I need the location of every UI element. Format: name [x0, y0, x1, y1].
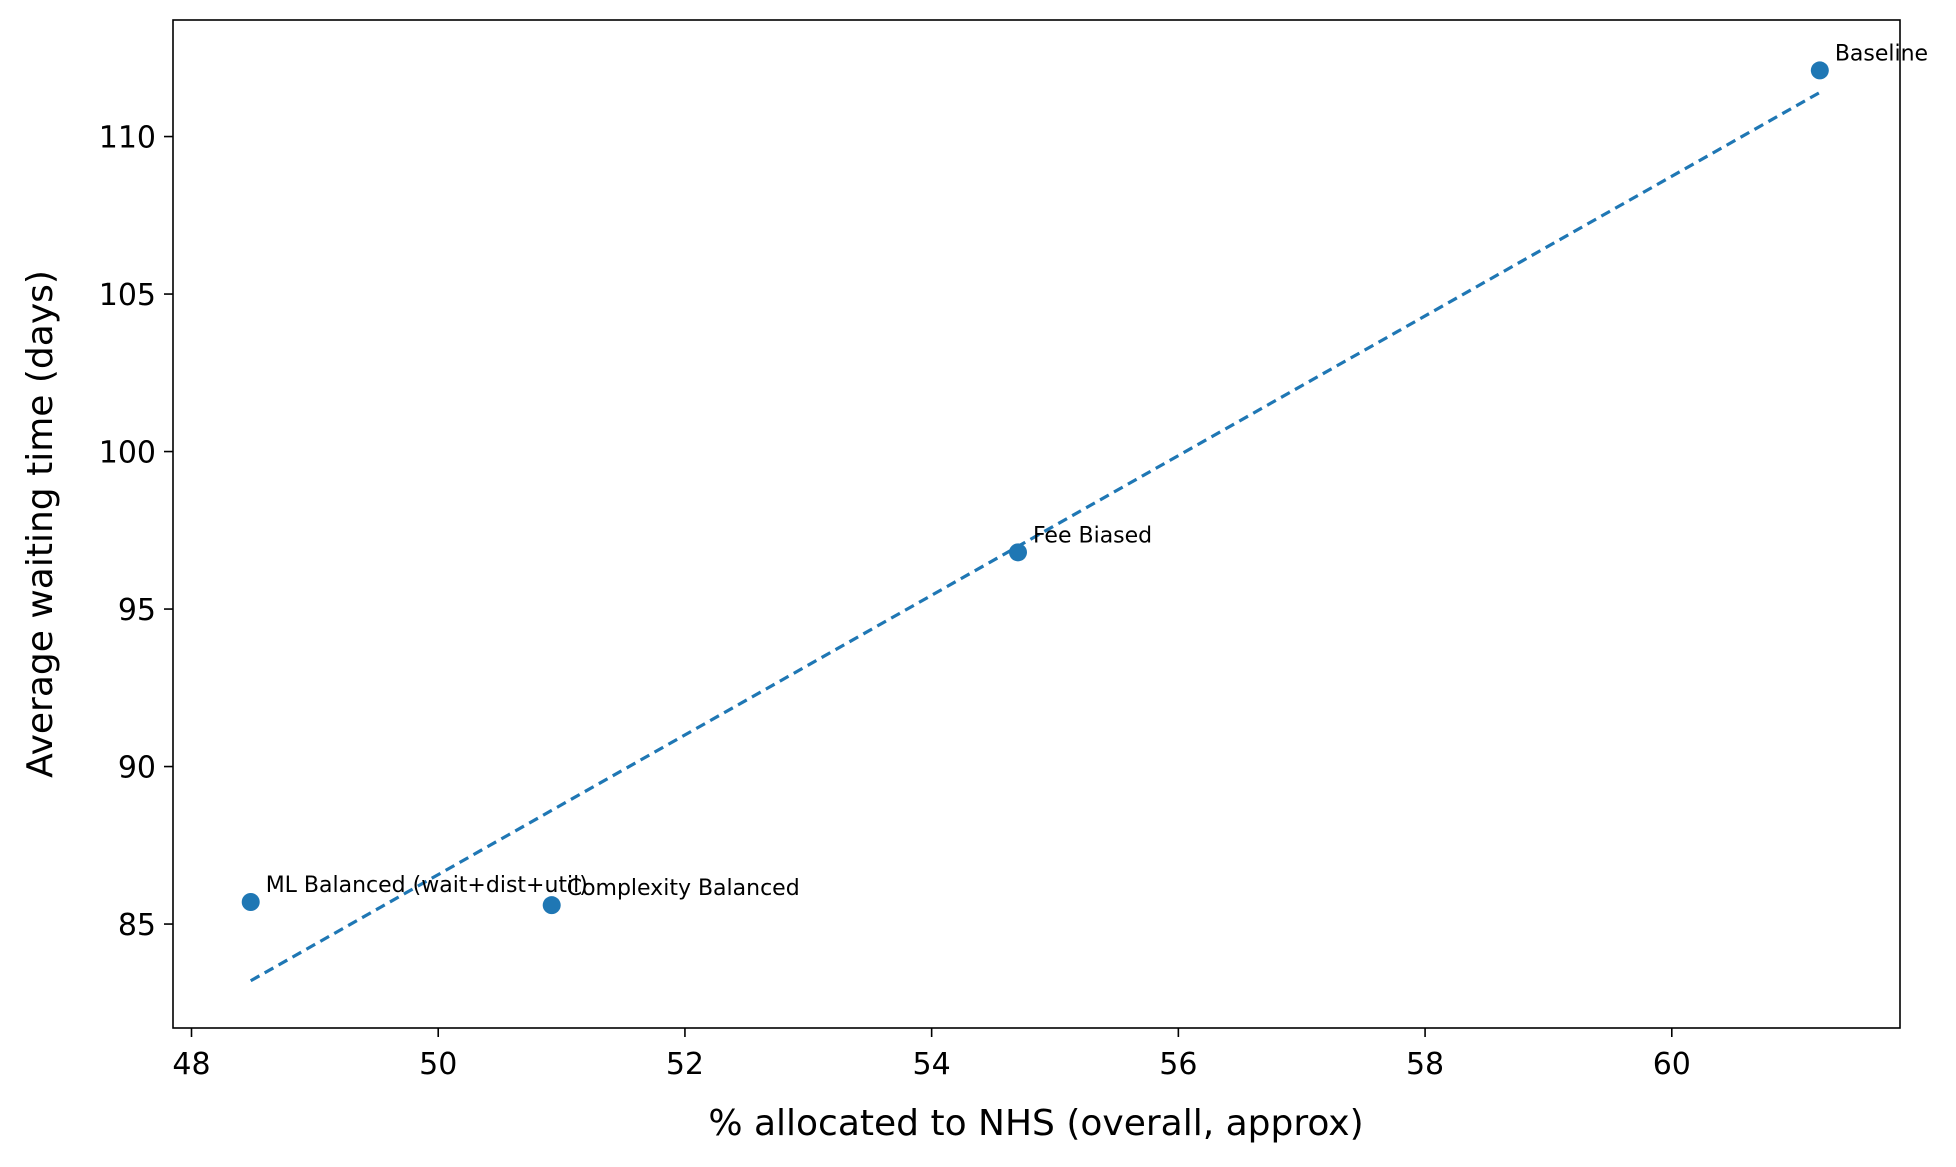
x-tick-label: 50 [419, 1047, 457, 1082]
data-point-label: ML Balanced (wait+dist+util) [266, 873, 588, 898]
y-axis: 85 90 95 100 105 110 [99, 121, 173, 943]
trendline [249, 91, 1821, 983]
y-tick-label: 100 [99, 436, 156, 471]
y-axis-title: Average waiting time (days) [20, 270, 61, 778]
y-tick-label: 85 [118, 908, 156, 943]
x-tick-label: 56 [1159, 1047, 1197, 1082]
y-tick-label: 110 [99, 121, 156, 156]
x-tick-label: 52 [666, 1047, 704, 1082]
y-tick-label: 105 [99, 278, 156, 313]
data-point-labels: ML Balanced (wait+dist+util)Complexity B… [266, 41, 1928, 901]
x-tick-label: 58 [1406, 1047, 1444, 1082]
y-tick-label: 90 [118, 751, 156, 786]
data-point-label: Complexity Balanced [567, 876, 800, 901]
x-axis: 48 50 52 54 56 58 60 [172, 1028, 1691, 1082]
x-tick-label: 54 [913, 1047, 951, 1082]
data-points [241, 61, 1829, 915]
y-tick-label: 95 [118, 593, 156, 628]
data-point [1810, 61, 1829, 80]
data-point [542, 896, 561, 915]
data-point [1008, 543, 1027, 562]
data-point-label: Fee Biased [1033, 523, 1152, 548]
data-point-label: Baseline [1835, 41, 1928, 66]
x-tick-label: 60 [1653, 1047, 1691, 1082]
x-axis-title: % allocated to NHS (overall, approx) [708, 1103, 1363, 1144]
data-point [241, 893, 260, 911]
x-tick-label: 48 [172, 1047, 210, 1082]
plot-area-frame [172, 19, 1901, 1029]
